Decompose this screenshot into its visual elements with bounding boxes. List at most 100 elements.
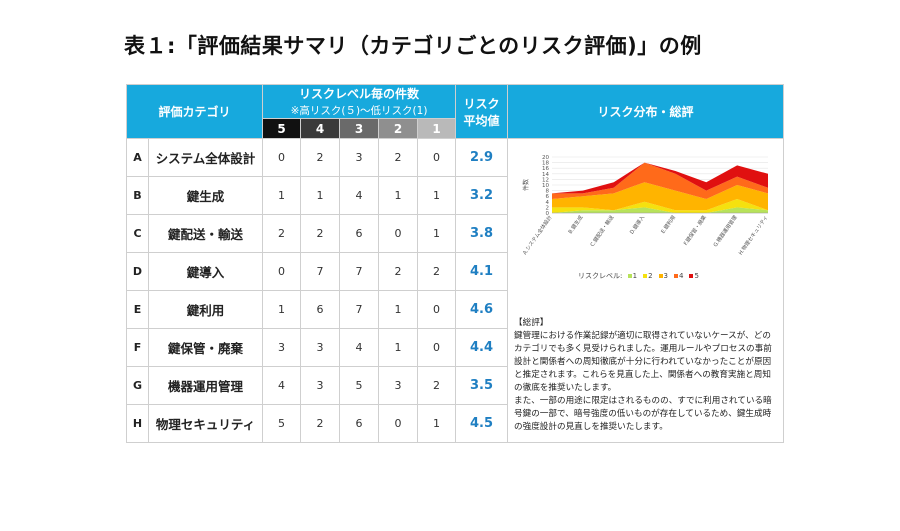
count-level-1: 2 [417,366,456,405]
count-level-4: 2 [300,214,340,253]
count-level-2: 1 [378,176,418,215]
count-level-3: 3 [339,138,379,177]
legend-swatch [674,274,678,278]
count-level-5: 5 [262,404,301,443]
row-index: B [126,176,149,215]
y-tick-label: 10 [542,183,549,189]
page-title: 表１:「評価結果サマリ（カテゴリごとのリスク評価)」の例 [124,34,702,58]
count-level-5: 0 [262,138,301,177]
legend-label: 3 [663,272,668,280]
y-tick-label: 6 [546,194,550,200]
level-5-header: 5 [262,118,301,139]
risk-average: 4.4 [455,328,508,367]
risk-average: 4.5 [455,404,508,443]
legend-label: 5 [694,272,699,280]
header-distribution: リスク分布・総評 [507,84,784,139]
row-index: H [126,404,149,443]
count-level-1: 1 [417,214,456,253]
legend-swatch [689,274,694,278]
count-level-3: 6 [339,214,379,253]
y-tick-label: 16 [542,166,549,172]
legend-item-level-4: 4 [674,272,686,280]
count-level-2: 1 [378,328,418,367]
row-index: D [126,252,149,291]
count-level-2: 2 [378,138,418,177]
header-category: 評価カテゴリ [126,84,263,139]
x-category-label: E.鍵利用 [659,214,677,235]
x-category-label: H.物理セキュリティ [736,214,769,257]
legend-title: リスクレベル: [578,272,623,280]
comment-heading: 【総評】 [514,318,549,328]
count-level-3: 7 [339,252,379,291]
count-level-2: 3 [378,366,418,405]
x-category-label: A.システム全体設計 [520,214,553,257]
legend-label: 2 [648,272,653,280]
count-level-5: 0 [262,252,301,291]
x-category-label: F.鍵保管・廃棄 [681,214,708,247]
count-level-4: 2 [300,138,340,177]
row-index: C [126,214,149,253]
legend-label: 4 [679,272,684,280]
category-name: システム全体設計 [148,138,263,177]
header-levels-sub: ※高リスク(５)〜低リスク(1) [290,105,428,117]
y-tick-label: 14 [542,172,549,178]
comment-paragraph-2: また、一部の用途に限定はされるものの、すでに利用されている暗号鍵の一部で、暗号強… [514,396,772,432]
category-name: 機器運用管理 [148,366,263,405]
series-area-level-5 [552,162,768,194]
count-level-1: 0 [417,138,456,177]
risk-average: 3.2 [455,176,508,215]
comment-paragraph-1: 鍵管理における作業記録が適切に取得されていないケースが、どのカテゴリでも多く見受… [514,331,772,393]
risk-average: 4.6 [455,290,508,329]
count-level-4: 3 [300,328,340,367]
legend-item-level-2: 2 [643,272,655,280]
series-area-level-1 [552,207,768,213]
count-level-2: 1 [378,290,418,329]
count-level-2: 0 [378,214,418,253]
summary-comment: 【総評】 鍵管理における作業記録が適切に取得されていないケースが、どのカテゴリで… [514,317,774,434]
level-3-header: 3 [339,118,379,139]
level-2-header: 2 [378,118,418,139]
count-level-4: 6 [300,290,340,329]
series-area-level-4 [552,162,768,199]
y-tick-label: 12 [542,177,549,183]
count-level-4: 2 [300,404,340,443]
legend-swatch [658,274,663,278]
y-tick-label: 20 [542,155,549,161]
risk-average: 3.8 [455,214,508,253]
risk-summary-table: 評価カテゴリ リスクレベル毎の件数 ※高リスク(５)〜低リスク(1) リスク 平… [126,84,784,443]
count-level-1: 0 [417,290,456,329]
header-levels: リスクレベル毎の件数 ※高リスク(５)〜低リスク(1) [262,84,456,119]
x-category-label: D.鍵導入 [627,214,646,236]
count-level-3: 7 [339,290,379,329]
x-category-label: B.鍵生成 [566,214,584,236]
level-1-header: 1 [417,118,456,139]
header-average: リスク 平均値 [455,84,508,139]
table-row: C 鍵配送・輸送 2 2 6 0 1 3.8 [126,214,784,253]
category-name: 鍵利用 [148,290,263,329]
risk-average: 2.9 [455,138,508,177]
count-level-5: 2 [262,214,301,253]
legend-swatch [643,274,648,278]
row-index: G [126,366,149,405]
legend-swatch [627,274,632,278]
count-level-3: 4 [339,328,379,367]
count-level-1: 2 [417,252,456,291]
category-name: 鍵保管・廃棄 [148,328,263,367]
table-row: E 鍵利用 1 6 7 1 0 4.6 [126,290,784,329]
legend-item-level-1: 1 [627,272,640,280]
count-level-2: 0 [378,404,418,443]
count-level-1: 0 [417,328,456,367]
category-name: 鍵生成 [148,176,263,215]
row-index: A [126,138,149,177]
count-level-4: 1 [300,176,340,215]
legend-item-level-5: 5 [689,272,701,280]
x-category-label: C.鍵配送・輸送 [588,213,616,248]
count-level-1: 1 [417,404,456,443]
y-tick-label: 2 [546,205,550,211]
count-level-5: 1 [262,176,301,215]
table-row: H 物理セキュリティ 5 2 6 0 1 4.5 [126,404,784,443]
chart-legend: リスクレベル: 1 2 3 4 5 [578,271,705,281]
y-tick-label: 0 [546,211,550,217]
legend-item-level-3: 3 [658,272,671,280]
